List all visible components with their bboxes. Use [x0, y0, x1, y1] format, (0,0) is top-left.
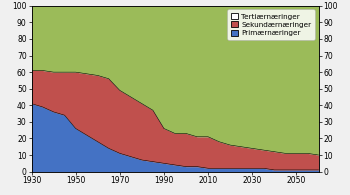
Legend: Tertiærnæringer, Sekundærnæringer, Primærnæringer: Tertiærnæringer, Sekundærnæringer, Primæ… — [228, 10, 315, 40]
